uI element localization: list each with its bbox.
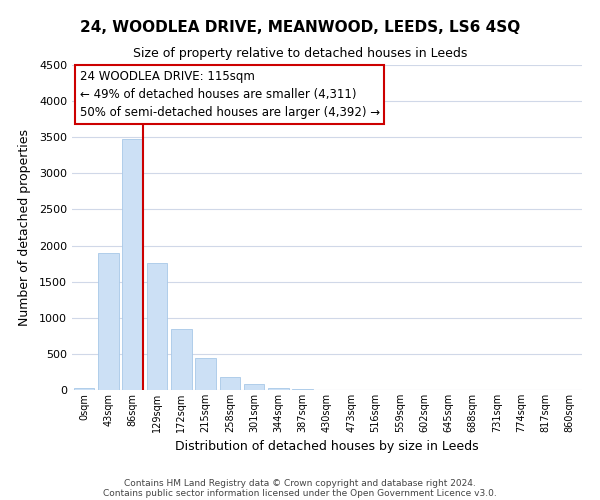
Bar [74, 388, 94, 390]
Bar [195, 358, 216, 390]
Text: Size of property relative to detached houses in Leeds: Size of property relative to detached ho… [133, 48, 467, 60]
Bar [171, 328, 191, 390]
Text: Contains HM Land Registry data © Crown copyright and database right 2024.: Contains HM Land Registry data © Crown c… [124, 478, 476, 488]
Y-axis label: Number of detached properties: Number of detached properties [17, 129, 31, 326]
Text: Contains public sector information licensed under the Open Government Licence v3: Contains public sector information licen… [103, 488, 497, 498]
X-axis label: Distribution of detached houses by size in Leeds: Distribution of detached houses by size … [175, 440, 479, 454]
Bar [98, 253, 119, 390]
Bar [244, 384, 265, 390]
Text: 24, WOODLEA DRIVE, MEANWOOD, LEEDS, LS6 4SQ: 24, WOODLEA DRIVE, MEANWOOD, LEEDS, LS6 … [80, 20, 520, 35]
Bar [122, 140, 143, 390]
Bar [220, 376, 240, 390]
Bar [268, 388, 289, 390]
Bar [146, 263, 167, 390]
Text: 24 WOODLEA DRIVE: 115sqm
← 49% of detached houses are smaller (4,311)
50% of sem: 24 WOODLEA DRIVE: 115sqm ← 49% of detach… [80, 70, 380, 119]
